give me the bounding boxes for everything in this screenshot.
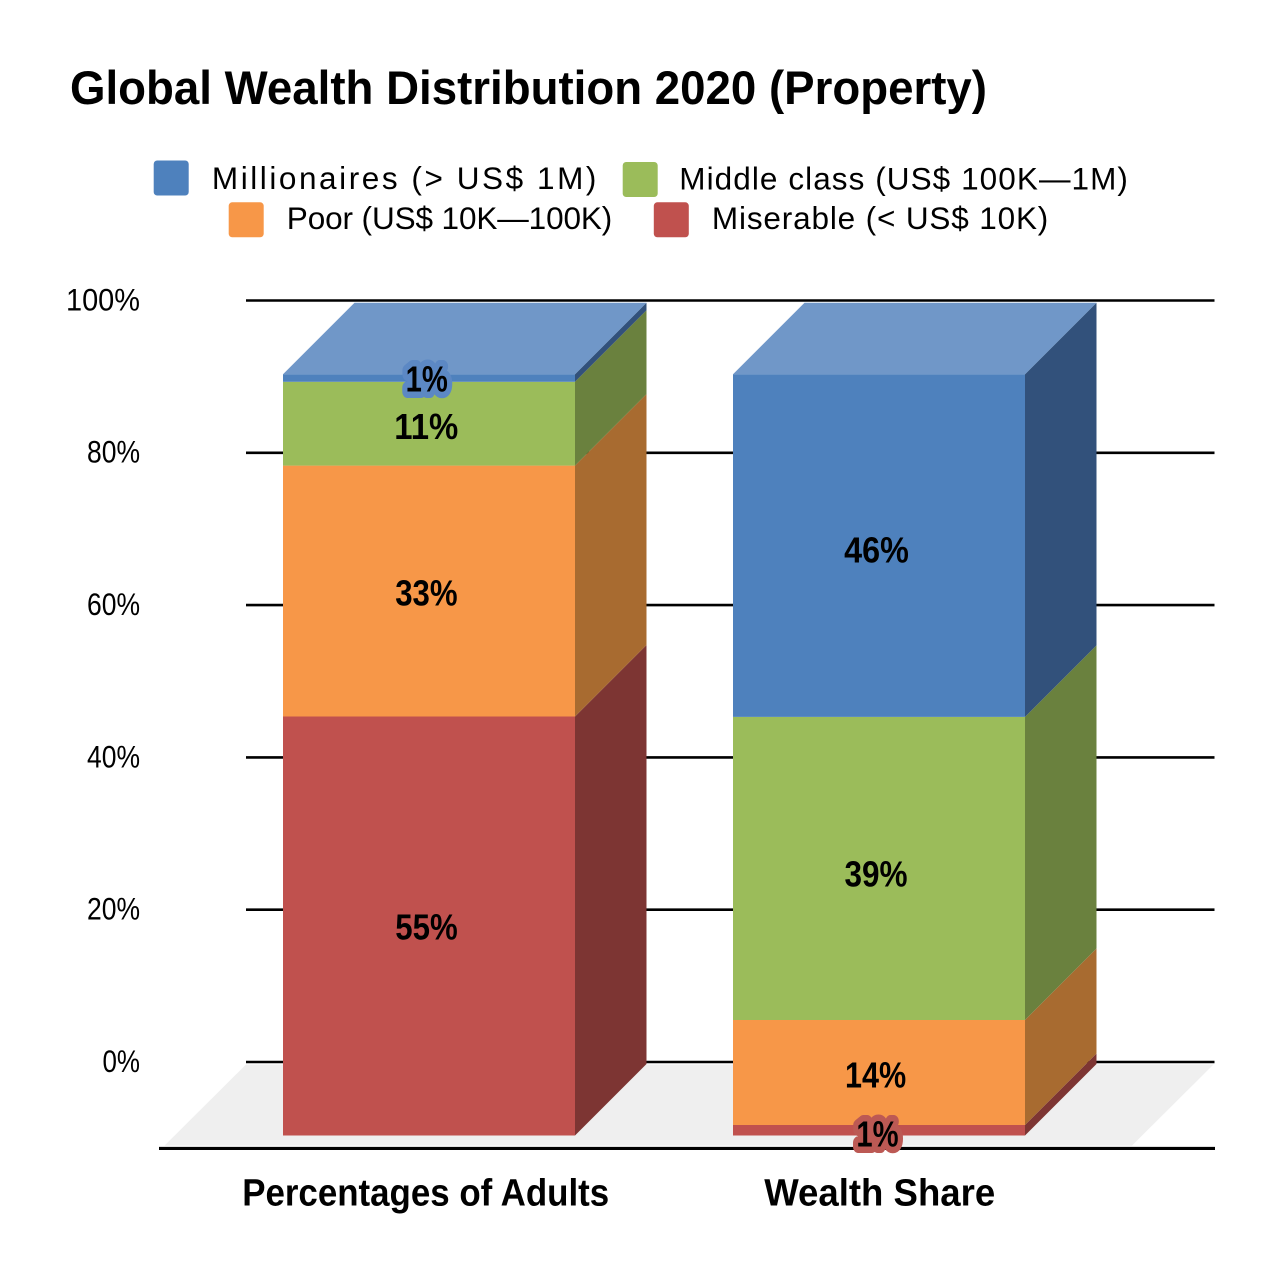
svg-text:20%: 20% <box>87 891 140 927</box>
svg-text:14%: 14% <box>845 1054 906 1095</box>
svg-text:Global Wealth Distribution 202: Global Wealth Distribution 2020 (Propert… <box>70 62 987 115</box>
svg-text:Poor (US$ 10K—100K): Poor (US$ 10K—100K) <box>287 200 613 236</box>
svg-text:40%: 40% <box>87 738 140 774</box>
svg-text:80%: 80% <box>87 434 140 470</box>
svg-text:0%: 0% <box>103 1043 141 1079</box>
svg-text:33%: 33% <box>395 572 457 613</box>
svg-text:1%: 1% <box>856 1114 898 1155</box>
svg-text:1%: 1% <box>406 358 448 399</box>
svg-text:11%: 11% <box>394 406 458 447</box>
svg-text:46%: 46% <box>844 529 909 570</box>
svg-text:Millionaires (> US$ 1M): Millionaires (> US$ 1M) <box>212 160 597 196</box>
svg-text:Percentages of Adults: Percentages of Adults <box>242 1173 609 1215</box>
svg-text:Miserable (< US$ 10K): Miserable (< US$ 10K) <box>712 200 1048 236</box>
svg-text:55%: 55% <box>395 907 457 948</box>
svg-text:100%: 100% <box>66 281 140 317</box>
svg-text:1%: 1% <box>856 1114 898 1155</box>
svg-text:Middle class (US$ 100K—1M): Middle class (US$ 100K—1M) <box>679 161 1128 197</box>
svg-text:60%: 60% <box>87 586 140 622</box>
svg-text:Wealth Share: Wealth Share <box>764 1173 995 1215</box>
svg-text:1%: 1% <box>406 358 448 399</box>
svg-text:39%: 39% <box>844 854 907 895</box>
